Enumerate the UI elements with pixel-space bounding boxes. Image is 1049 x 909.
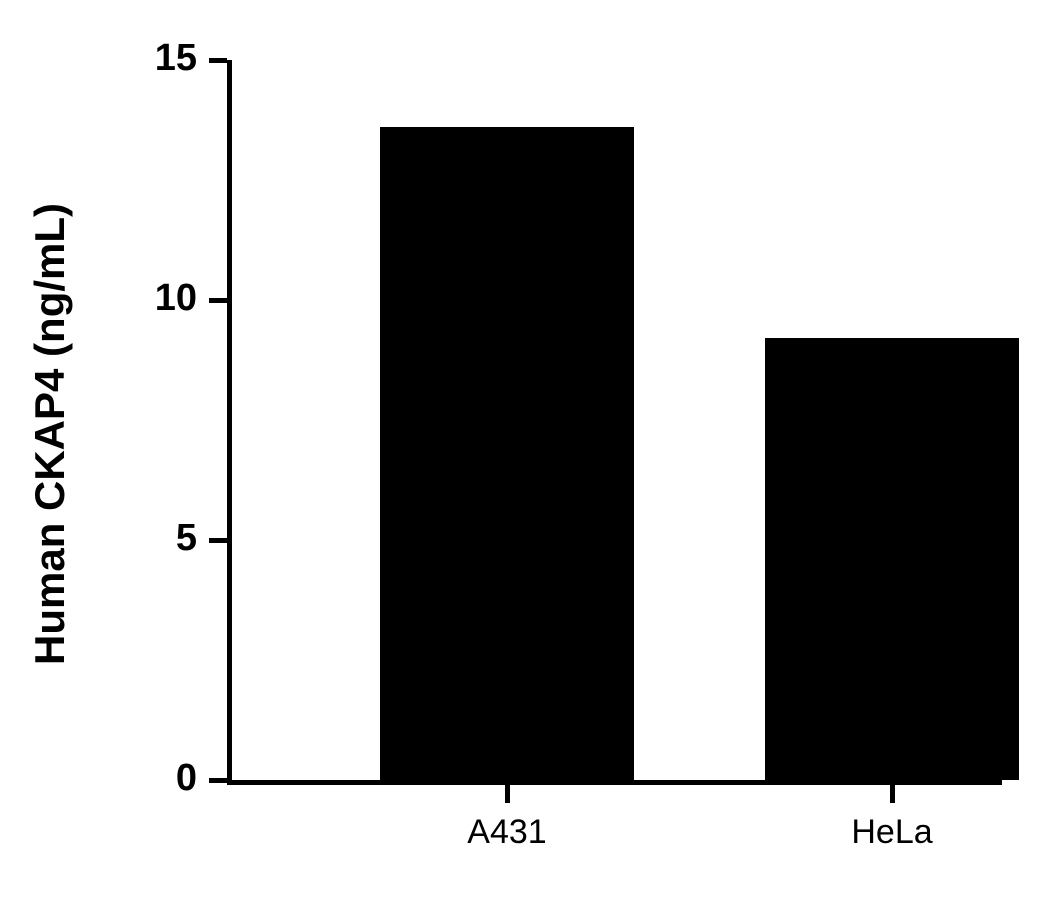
y-tick: [209, 538, 227, 543]
y-axis-label: Human CKAP4 (ng/mL): [26, 203, 74, 665]
x-tick: [890, 785, 895, 803]
y-tick-label: 15: [117, 37, 197, 80]
y-tick-label: 5: [117, 517, 197, 560]
y-axis-line: [227, 60, 232, 785]
x-axis-line: [227, 780, 1002, 785]
bar-chart: Human CKAP4 (ng/mL) 051015A431HeLa: [0, 0, 1049, 909]
y-tick: [209, 298, 227, 303]
x-tick-label: HeLa: [851, 813, 932, 852]
bar: [380, 127, 634, 780]
plot-area: 051015A431HeLa: [232, 60, 1002, 780]
x-tick-label: A431: [467, 813, 546, 852]
y-tick: [209, 58, 227, 63]
bar: [765, 338, 1019, 780]
y-tick: [209, 778, 227, 783]
x-tick: [505, 785, 510, 803]
y-tick-label: 10: [117, 277, 197, 320]
y-tick-label: 0: [117, 757, 197, 800]
